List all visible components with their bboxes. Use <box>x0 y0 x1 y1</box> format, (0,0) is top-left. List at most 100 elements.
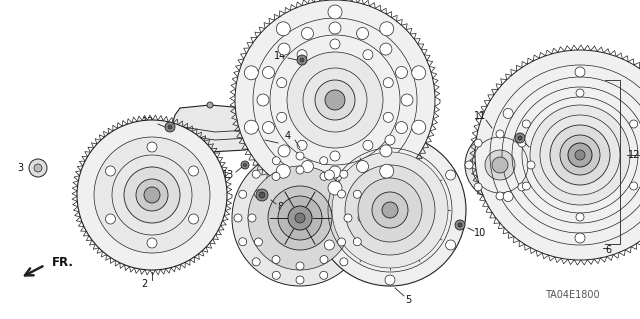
Circle shape <box>383 78 393 88</box>
Circle shape <box>207 102 213 108</box>
Circle shape <box>383 112 393 122</box>
Text: 11: 11 <box>474 111 486 121</box>
Text: 13: 13 <box>222 170 234 180</box>
Polygon shape <box>172 105 262 152</box>
Circle shape <box>330 39 340 49</box>
Circle shape <box>575 233 585 243</box>
Circle shape <box>353 238 362 246</box>
Circle shape <box>320 271 328 279</box>
Circle shape <box>353 190 362 198</box>
Circle shape <box>630 120 637 128</box>
Circle shape <box>358 178 422 242</box>
Text: TA04E1800: TA04E1800 <box>545 290 600 300</box>
Circle shape <box>345 165 435 255</box>
Circle shape <box>297 55 307 65</box>
Circle shape <box>372 192 408 228</box>
Circle shape <box>262 122 275 134</box>
Circle shape <box>560 135 600 175</box>
Circle shape <box>465 130 535 200</box>
Circle shape <box>356 160 369 173</box>
Circle shape <box>445 170 456 180</box>
Circle shape <box>106 166 115 176</box>
Circle shape <box>385 135 395 145</box>
Circle shape <box>344 214 352 222</box>
Circle shape <box>29 159 47 177</box>
Circle shape <box>296 166 304 174</box>
Circle shape <box>262 66 275 78</box>
Circle shape <box>144 187 160 203</box>
Circle shape <box>518 183 526 191</box>
Circle shape <box>320 256 328 263</box>
Circle shape <box>296 276 304 284</box>
Circle shape <box>324 170 334 180</box>
Circle shape <box>474 139 482 147</box>
Circle shape <box>278 196 322 240</box>
Circle shape <box>380 43 392 55</box>
Circle shape <box>244 66 259 80</box>
Circle shape <box>272 157 280 165</box>
Circle shape <box>412 66 426 80</box>
Circle shape <box>337 238 346 246</box>
Circle shape <box>272 271 280 279</box>
Circle shape <box>296 262 304 270</box>
Circle shape <box>363 50 373 60</box>
Circle shape <box>297 140 307 150</box>
Circle shape <box>503 191 513 202</box>
Circle shape <box>576 89 584 97</box>
Circle shape <box>243 164 246 167</box>
Circle shape <box>147 238 157 248</box>
Circle shape <box>485 150 515 180</box>
Circle shape <box>94 137 210 253</box>
Circle shape <box>239 238 246 246</box>
Circle shape <box>272 173 280 181</box>
Circle shape <box>320 157 328 165</box>
Circle shape <box>363 140 373 150</box>
Circle shape <box>278 43 290 55</box>
Circle shape <box>550 125 610 185</box>
Circle shape <box>278 145 290 157</box>
Circle shape <box>568 143 592 167</box>
Circle shape <box>189 166 198 176</box>
Circle shape <box>287 52 383 148</box>
Circle shape <box>301 160 314 173</box>
Circle shape <box>320 173 328 181</box>
Circle shape <box>630 182 637 190</box>
Circle shape <box>252 170 260 178</box>
Circle shape <box>301 27 314 40</box>
Circle shape <box>330 151 340 161</box>
Circle shape <box>276 164 291 178</box>
Circle shape <box>412 120 426 134</box>
Circle shape <box>232 150 368 286</box>
Text: 12: 12 <box>628 150 640 160</box>
Circle shape <box>380 145 392 157</box>
Circle shape <box>575 150 585 160</box>
Circle shape <box>515 133 525 143</box>
Circle shape <box>337 190 346 198</box>
Circle shape <box>315 80 355 120</box>
Circle shape <box>296 152 304 160</box>
Circle shape <box>385 275 395 285</box>
Circle shape <box>256 189 268 201</box>
Circle shape <box>272 256 280 263</box>
Circle shape <box>445 240 456 250</box>
Circle shape <box>234 214 242 222</box>
Circle shape <box>276 22 291 36</box>
Circle shape <box>288 206 312 230</box>
Circle shape <box>380 164 394 178</box>
Circle shape <box>530 105 630 205</box>
Circle shape <box>475 50 640 260</box>
Circle shape <box>295 213 305 223</box>
Circle shape <box>496 192 504 200</box>
Circle shape <box>518 136 522 140</box>
Text: FR.: FR. <box>52 256 74 269</box>
Text: 2: 2 <box>141 279 147 289</box>
Text: 10: 10 <box>474 228 486 238</box>
Circle shape <box>329 166 341 178</box>
Circle shape <box>255 190 262 198</box>
Circle shape <box>255 238 262 246</box>
Text: 5: 5 <box>405 295 411 305</box>
Circle shape <box>328 5 342 19</box>
Circle shape <box>527 161 535 169</box>
Circle shape <box>332 152 448 268</box>
Circle shape <box>396 66 408 78</box>
